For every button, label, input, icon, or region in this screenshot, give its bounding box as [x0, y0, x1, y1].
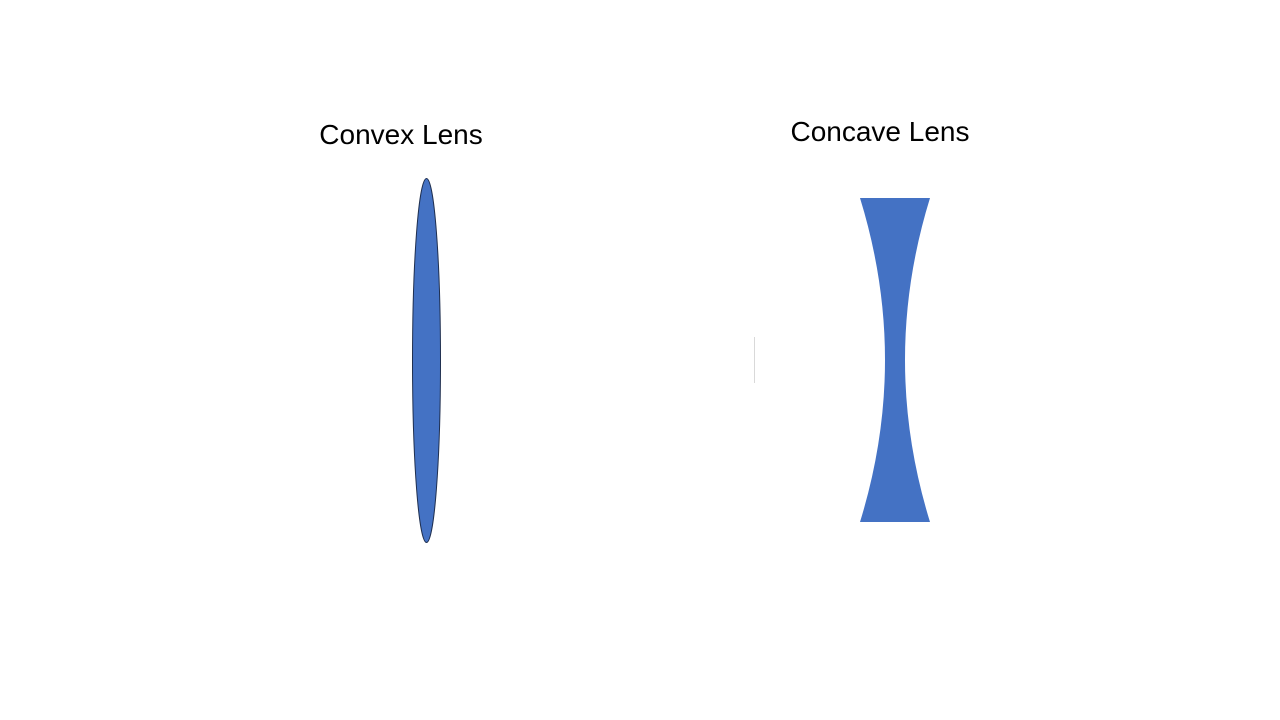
convex-lens-shape [412, 178, 441, 543]
convex-lens-title: Convex Lens [319, 119, 483, 150]
concave-lens-title: Concave Lens [790, 116, 970, 147]
concave-lens-shape [860, 198, 930, 522]
